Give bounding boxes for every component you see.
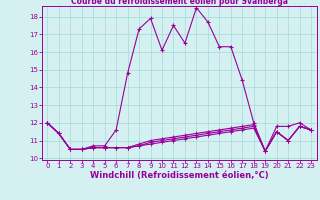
Title: Courbe du refroidissement éolien pour Svanberga: Courbe du refroidissement éolien pour Sv… (71, 0, 288, 6)
X-axis label: Windchill (Refroidissement éolien,°C): Windchill (Refroidissement éolien,°C) (90, 171, 268, 180)
